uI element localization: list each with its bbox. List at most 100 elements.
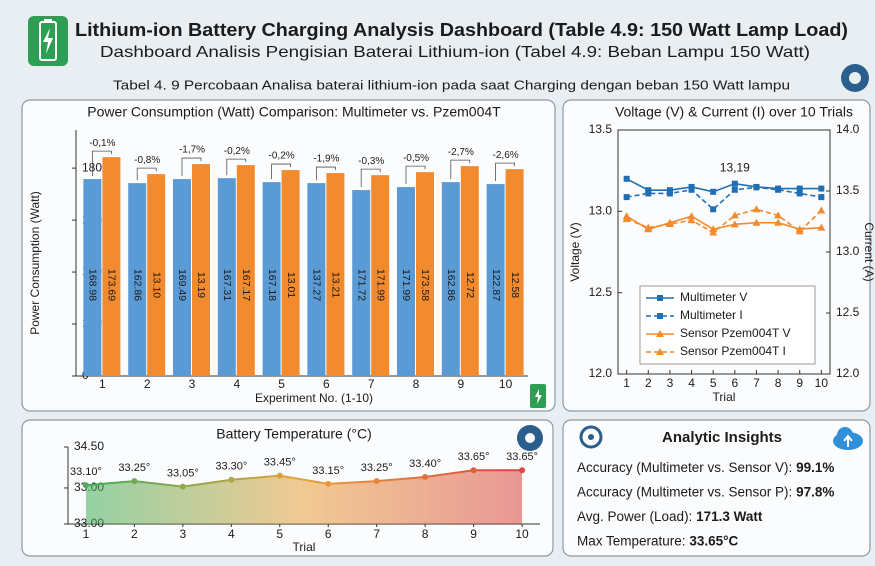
annotation: -1,9%: [313, 154, 339, 165]
bracket: [405, 165, 426, 185]
bar: [326, 173, 345, 376]
bar-text: 162.86: [131, 269, 143, 301]
x-tick-label: 2: [144, 377, 151, 391]
data-label: 33.40°: [409, 458, 441, 470]
bar-text: 13.01: [285, 272, 297, 298]
insight-item: Max Temperature: 33.65°C: [577, 533, 739, 548]
bar-text: 12.58: [509, 272, 521, 298]
annotation: -0,2%: [224, 146, 250, 157]
bar-text: 168.98: [87, 269, 99, 301]
bar: [505, 169, 524, 376]
marker: [687, 216, 696, 224]
marker: [470, 467, 477, 474]
bar-text: 13.19: [195, 272, 207, 298]
bar-text: 171.72: [355, 269, 367, 301]
marker: [665, 219, 674, 227]
chart-title: Voltage (V) & Current (I) over 10 Trials: [615, 104, 853, 120]
x-tick-label: 4: [233, 377, 240, 391]
x-tick-label: 2: [131, 527, 138, 541]
bar: [460, 166, 479, 376]
marker: [796, 185, 803, 192]
y-tick-label: 12.5: [589, 285, 613, 299]
marker: [623, 194, 630, 201]
bar-text: 137.27: [311, 269, 323, 301]
insight-value: 99.1%: [796, 460, 834, 475]
marker: [817, 223, 826, 231]
legend-label: Sensor Pzem004T V: [680, 326, 791, 340]
x-axis-label: Experiment No. (1-10): [255, 391, 373, 405]
marker: [730, 220, 739, 228]
gear-icon: [579, 425, 603, 449]
bracket: [495, 162, 515, 182]
x-tick-label: 7: [368, 377, 375, 391]
subtitle: Dashboard Analisis Pengisian Baterai Lit…: [100, 44, 810, 61]
bracket: [450, 159, 471, 180]
marker: [645, 190, 652, 197]
legend-marker: [656, 330, 664, 337]
y-tick-label: 13.5: [836, 183, 860, 197]
marker: [325, 480, 332, 487]
bar-text: 13.21: [330, 272, 342, 298]
x-tick-label: 5: [278, 377, 285, 391]
annotation: -2,6%: [493, 150, 519, 161]
x-tick-label: 7: [373, 527, 380, 541]
x-tick-label: 10: [815, 376, 829, 390]
bar-text: 167.18: [266, 269, 278, 301]
bar-text: 173.58: [419, 269, 431, 301]
bar-text: 122.87: [490, 269, 502, 301]
data-label: 33.05°: [167, 467, 199, 479]
marker: [687, 212, 696, 220]
y-axis-label: Power Consumption (Watt): [28, 191, 42, 335]
data-label: 33.10°: [70, 466, 102, 478]
annotation: -2,7%: [448, 147, 474, 158]
x-tick-label: 8: [422, 527, 429, 541]
bar: [307, 183, 326, 376]
x-tick-label: 3: [180, 527, 187, 541]
x-tick-label: 8: [413, 377, 420, 391]
x-tick-label: 4: [688, 376, 695, 390]
marker: [774, 211, 783, 219]
x-tick-label: 1: [623, 376, 630, 390]
marker: [519, 467, 526, 474]
legend-box: [639, 285, 816, 365]
annotation: 13,19: [720, 161, 750, 175]
annotation: -0,3%: [358, 156, 384, 167]
bar-text: 167.31: [221, 269, 233, 301]
chart-title: Power Consumption (Watt) Comparison: Mul…: [87, 104, 501, 120]
marker: [818, 185, 825, 192]
x-tick-label: 9: [457, 377, 464, 391]
x-tick-label: 4: [228, 527, 235, 541]
bar-text: 167.17: [240, 269, 252, 301]
bar: [416, 172, 434, 376]
x-tick-label: 10: [515, 527, 529, 541]
insights-title: Analytic Insights: [662, 429, 782, 446]
marker: [730, 211, 739, 219]
x-tick-label: 5: [710, 376, 717, 390]
y-tick-label: 13.0: [836, 244, 860, 258]
x-tick-label: 2: [645, 376, 652, 390]
title: Lithium-ion Battery Charging Analysis Da…: [75, 20, 848, 40]
data-label: 33.30°: [215, 461, 247, 473]
marker: [666, 190, 673, 197]
marker: [82, 482, 89, 489]
insight-label: Max Temperature:: [577, 533, 686, 548]
data-label: 33.65°: [458, 451, 490, 463]
marker: [131, 478, 138, 485]
x-tick-label: 3: [189, 377, 196, 391]
bracket: [271, 163, 291, 180]
marker: [276, 472, 283, 479]
bar: [192, 164, 210, 376]
bracket: [316, 166, 336, 181]
annotation: -1,7%: [179, 145, 205, 156]
caption: Tabel 4. 9 Percobaan Analisa baterai lit…: [113, 77, 790, 92]
gear-icon: [517, 425, 543, 451]
chart-title: Battery Temperature (°C): [216, 426, 372, 442]
marker: [645, 187, 652, 194]
marker: [373, 478, 380, 485]
bar: [147, 174, 166, 376]
bracket: [92, 150, 112, 177]
x-tick-label: 8: [775, 376, 782, 390]
marker: [731, 186, 738, 193]
data-label: 33.45°: [264, 457, 296, 469]
